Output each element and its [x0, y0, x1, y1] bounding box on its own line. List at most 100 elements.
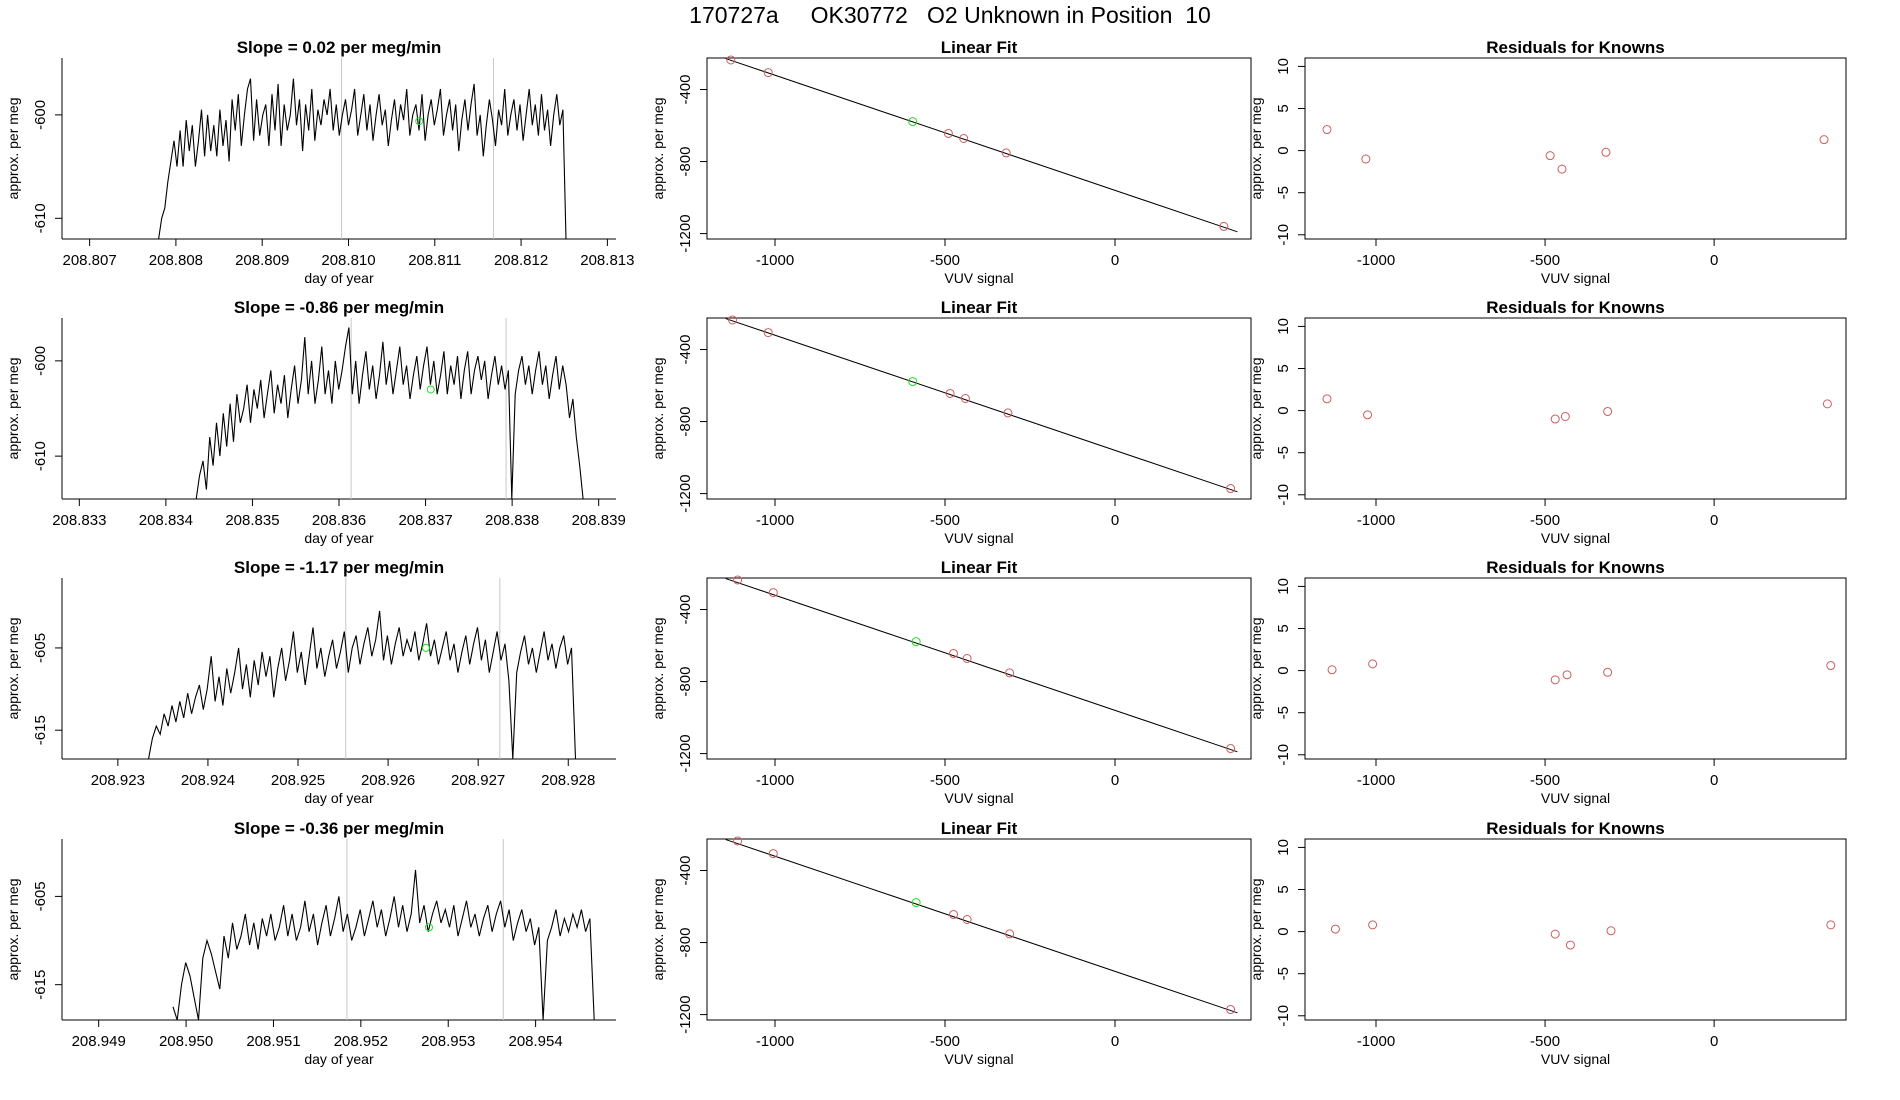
y-tick-label: 0	[1275, 927, 1292, 935]
x-axis-label: VUV signal	[944, 270, 1013, 286]
known-point	[1005, 929, 1015, 939]
panel-r3-c0-line: Slope = -0.36 per meg/min day of year appr…	[5, 819, 616, 1067]
y-tick-label: 5	[1275, 364, 1292, 372]
x-tick-label: 208.952	[334, 1033, 388, 1050]
known-point	[962, 915, 972, 925]
known-point	[1219, 221, 1229, 231]
x-tick-label: -1000	[1357, 252, 1395, 269]
y-tick-label: -5	[1275, 706, 1292, 719]
residual-point	[1322, 125, 1332, 135]
x-tick-label: 208.810	[321, 252, 375, 269]
x-tick-label: -1000	[1357, 1033, 1395, 1050]
x-axis-label: VUV signal	[944, 530, 1013, 546]
unknown-point	[911, 637, 921, 647]
y-axis-label: approx. per meg	[650, 98, 666, 200]
x-tick-label: 208.925	[271, 772, 325, 789]
known-point	[949, 909, 958, 919]
plot-frame	[1304, 57, 1847, 240]
x-tick-label: 0	[1710, 772, 1718, 789]
known-point	[763, 328, 773, 338]
plot-frame	[706, 577, 1252, 760]
panel-title: Linear Fit	[941, 819, 1018, 838]
x-tick-label: 208.809	[235, 252, 289, 269]
residual-point	[1826, 920, 1836, 930]
plot-frame	[706, 317, 1252, 500]
y-tick-label: 10	[1275, 318, 1292, 335]
x-tick-label: -1000	[756, 252, 794, 269]
panel-title: Residuals for Knowns	[1486, 38, 1665, 57]
known-point	[943, 128, 953, 138]
x-axis-label: VUV signal	[1541, 790, 1610, 806]
y-tick-label: -10	[1275, 744, 1292, 766]
x-tick-label: 208.834	[139, 512, 193, 529]
known-point	[733, 836, 743, 846]
y-tick-label: -5	[1275, 446, 1292, 459]
x-axis-label: VUV signal	[944, 790, 1013, 806]
y-axis-label: approx. per meg	[650, 358, 666, 460]
x-tick-label: 208.833	[52, 512, 106, 529]
x-tick-label: 0	[1111, 1033, 1119, 1050]
x-tick-label: 0	[1111, 252, 1119, 269]
y-tick-label: -10	[1275, 1005, 1292, 1027]
x-tick-label: 0	[1111, 512, 1119, 529]
fit-line	[725, 839, 1238, 1014]
x-tick-label: 208.807	[62, 252, 116, 269]
panel-r3-c1-scatter: Linear Fit VUV signal approx. per meg -1000…	[650, 819, 1252, 1067]
x-tick-label: -500	[930, 772, 960, 789]
y-axis-label: approx. per meg	[5, 618, 21, 720]
x-tick-label: 208.835	[225, 512, 279, 529]
x-tick-label: 208.927	[451, 772, 505, 789]
known-point	[1003, 408, 1013, 418]
panel-r1-c0-line: Slope = -0.86 per meg/min day of year appr…	[5, 298, 626, 546]
unknown-point	[415, 117, 424, 126]
panel-r0-c1-scatter: Linear Fit VUV signal approx. per meg -1000…	[650, 38, 1252, 286]
unknown-point	[426, 385, 435, 394]
x-tick-label: 208.837	[398, 512, 452, 529]
residual-point	[1819, 135, 1829, 145]
y-axis-label: approx. per meg	[1248, 618, 1264, 720]
x-tick-label: 208.928	[541, 772, 595, 789]
page-title: 170727a OK30772 O2 Unknown in Position 1…	[689, 2, 1211, 28]
y-axis-label: approx. per meg	[1248, 358, 1264, 460]
known-point	[962, 654, 972, 664]
plot-frame	[706, 57, 1252, 240]
y-tick-label: -615	[32, 970, 49, 1000]
plot-frame	[1304, 577, 1847, 760]
y-tick-label: -610	[32, 441, 49, 471]
x-axis-label: day of year	[304, 1051, 374, 1067]
y-tick-label: -10	[1275, 224, 1292, 246]
y-tick-label: -400	[677, 335, 694, 365]
known-point	[1226, 744, 1236, 754]
x-tick-label: 208.808	[149, 252, 203, 269]
residual-point	[1826, 661, 1836, 671]
residual-point	[1322, 394, 1332, 404]
residual-point	[1545, 151, 1555, 161]
known-point	[959, 134, 969, 144]
y-tick-label: 0	[1275, 406, 1292, 414]
panel-title: Slope = 0.02 per meg/min	[237, 38, 442, 57]
residual-point	[1368, 659, 1378, 669]
residual-point	[1603, 667, 1613, 677]
panel-title: Slope = -1.17 per meg/min	[234, 558, 444, 577]
residual-point	[1550, 929, 1560, 939]
x-tick-label: -1000	[756, 772, 794, 789]
y-tick-label: -610	[32, 203, 49, 233]
unknown-point	[908, 117, 918, 127]
known-point	[960, 394, 970, 404]
x-tick-label: 208.812	[494, 252, 548, 269]
unknown-point	[911, 898, 921, 908]
residual-point	[1330, 924, 1340, 934]
x-tick-label: 0	[1710, 1033, 1718, 1050]
y-tick-label: -10	[1275, 484, 1292, 506]
residual-point	[1603, 406, 1613, 416]
x-tick-label: 0	[1111, 772, 1119, 789]
residual-point	[1361, 154, 1371, 164]
y-tick-label: -600	[32, 100, 49, 130]
x-tick-label: 208.953	[421, 1033, 475, 1050]
x-tick-label: 208.813	[580, 252, 634, 269]
x-tick-label: 0	[1710, 512, 1718, 529]
y-axis-label: approx. per meg	[5, 358, 21, 460]
y-tick-label: -1200	[677, 995, 694, 1033]
x-tick-label: 208.811	[408, 252, 461, 269]
known-point	[1226, 484, 1236, 494]
